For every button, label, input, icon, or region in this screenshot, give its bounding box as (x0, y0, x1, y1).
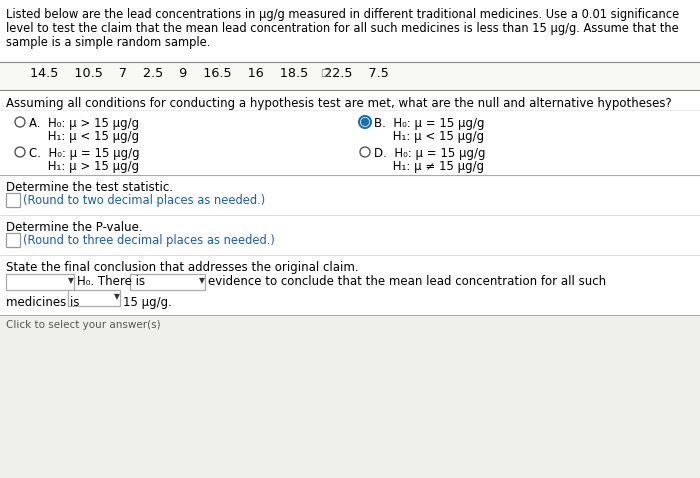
Text: ▼: ▼ (68, 276, 74, 285)
Text: A.  H₀: μ > 15 μg/g: A. H₀: μ > 15 μg/g (29, 117, 139, 130)
Text: H₁: μ < 15 μg/g: H₁: μ < 15 μg/g (29, 130, 139, 143)
Text: □: □ (320, 68, 329, 78)
Text: Determine the test statistic.: Determine the test statistic. (6, 181, 173, 194)
Text: Listed below are the lead concentrations in μg/g measured in different tradition: Listed below are the lead concentrations… (6, 8, 679, 21)
Text: Determine the P-value.: Determine the P-value. (6, 221, 143, 234)
FancyBboxPatch shape (0, 315, 700, 478)
FancyBboxPatch shape (6, 233, 20, 247)
Text: 14.5    10.5    7    2.5    9    16.5    16    18.5    22.5    7.5: 14.5 10.5 7 2.5 9 16.5 16 18.5 22.5 7.5 (30, 67, 389, 80)
Text: B.  H₀: μ = 15 μg/g: B. H₀: μ = 15 μg/g (374, 117, 484, 130)
Text: C.  H₀: μ = 15 μg/g: C. H₀: μ = 15 μg/g (29, 147, 139, 160)
FancyBboxPatch shape (0, 0, 700, 62)
Text: medicines is: medicines is (6, 296, 80, 309)
FancyBboxPatch shape (0, 62, 700, 90)
Text: level to test the claim that the mean lead concentration for all such medicines : level to test the claim that the mean le… (6, 22, 679, 35)
Text: evidence to conclude that the mean lead concentration for all such: evidence to conclude that the mean lead … (208, 275, 606, 288)
FancyBboxPatch shape (0, 255, 700, 320)
FancyBboxPatch shape (6, 193, 20, 207)
Text: ▼: ▼ (199, 276, 205, 285)
FancyBboxPatch shape (130, 274, 205, 290)
Text: ▼: ▼ (114, 292, 120, 301)
Text: Click to select your answer(s): Click to select your answer(s) (6, 320, 160, 330)
Text: (Round to three decimal places as needed.): (Round to three decimal places as needed… (23, 234, 275, 247)
Text: H₁: μ ≠ 15 μg/g: H₁: μ ≠ 15 μg/g (374, 160, 484, 173)
FancyBboxPatch shape (68, 290, 120, 306)
FancyBboxPatch shape (0, 175, 700, 215)
Text: 15 μg/g.: 15 μg/g. (123, 296, 172, 309)
Text: (Round to two decimal places as needed.): (Round to two decimal places as needed.) (23, 194, 265, 207)
FancyBboxPatch shape (0, 90, 700, 270)
FancyBboxPatch shape (0, 215, 700, 255)
Text: Assuming all conditions for conducting a hypothesis test are met, what are the n: Assuming all conditions for conducting a… (6, 97, 672, 110)
Text: D.  H₀: μ = 15 μg/g: D. H₀: μ = 15 μg/g (374, 147, 486, 160)
Text: H₁: μ < 15 μg/g: H₁: μ < 15 μg/g (374, 130, 484, 143)
FancyBboxPatch shape (6, 274, 74, 290)
Circle shape (361, 119, 368, 126)
Text: H₁: μ > 15 μg/g: H₁: μ > 15 μg/g (29, 160, 139, 173)
Text: State the final conclusion that addresses the original claim.: State the final conclusion that addresse… (6, 261, 358, 274)
Text: H₀. There is: H₀. There is (77, 275, 145, 288)
Text: sample is a simple random sample.: sample is a simple random sample. (6, 36, 211, 49)
